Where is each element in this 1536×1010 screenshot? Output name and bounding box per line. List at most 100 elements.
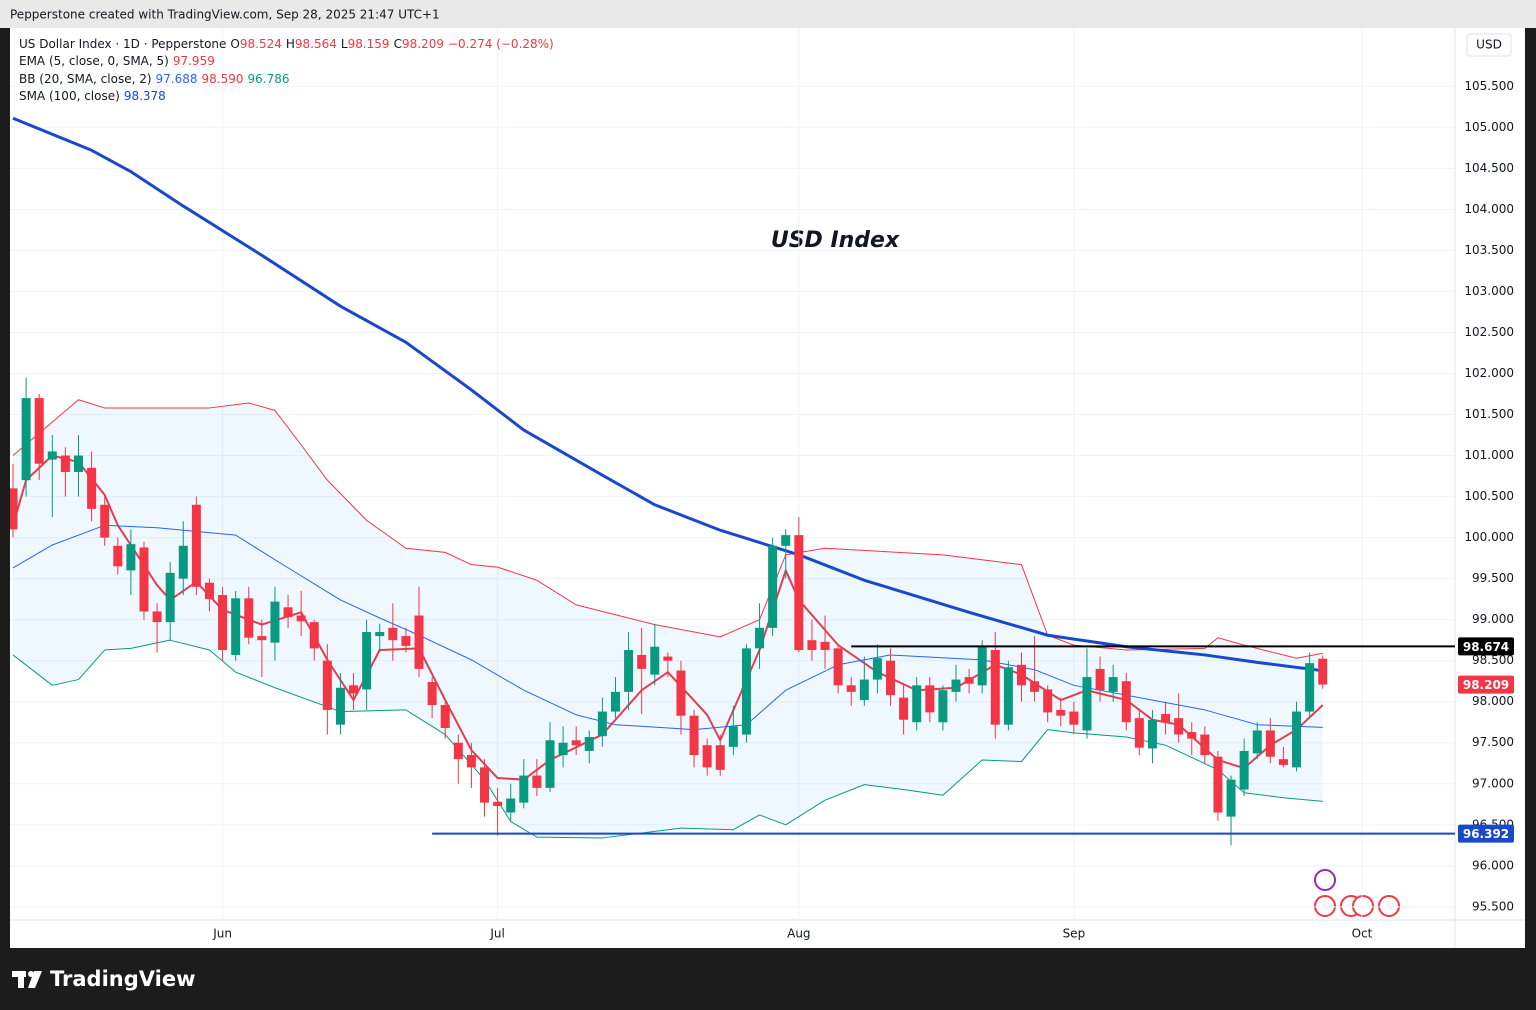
event-icon xyxy=(1352,895,1374,917)
indicator-line xyxy=(12,399,1323,659)
candle-body xyxy=(1016,664,1026,686)
ohlc-value: 98.564 xyxy=(294,37,337,51)
candle-body xyxy=(545,740,555,788)
x-tick-label: Aug xyxy=(787,927,810,941)
candle-body xyxy=(820,641,830,651)
candle-body xyxy=(1043,689,1053,713)
y-tick-label: 97.000 xyxy=(1472,776,1514,790)
candle-body xyxy=(466,755,476,768)
y-tick-label: 98.500 xyxy=(1472,653,1514,667)
candle-body xyxy=(1213,756,1223,813)
candle-body xyxy=(375,631,385,637)
candle-body xyxy=(60,455,70,472)
candle-body xyxy=(807,640,817,651)
candle-body xyxy=(977,646,987,686)
candle-body xyxy=(650,646,660,675)
candle-body xyxy=(126,544,136,571)
candle-body xyxy=(453,742,463,760)
chart-title: USD Index xyxy=(771,228,900,253)
legend-row: BB (20, SMA, close, 2) 97.688 98.590 96.786 xyxy=(19,71,558,88)
y-tick-label: 105.500 xyxy=(1464,79,1514,93)
candle-body xyxy=(899,697,909,720)
candle-body xyxy=(1161,714,1171,723)
candle-body xyxy=(440,705,450,728)
y-tick-label: 100.000 xyxy=(1464,530,1514,544)
footer-logo: TradingView xyxy=(50,967,195,991)
currency-box xyxy=(1466,33,1512,57)
ohlc-value: 98.209 xyxy=(401,37,444,51)
y-tick-label: 103.000 xyxy=(1464,284,1514,298)
candle-body xyxy=(833,648,843,686)
ohlc-prefix: H xyxy=(285,37,295,51)
candle-body xyxy=(519,775,529,803)
y-tick-label: 101.500 xyxy=(1464,407,1514,421)
candle-body xyxy=(859,679,869,701)
candle-body xyxy=(401,636,411,646)
candle-body xyxy=(964,677,974,684)
event-icon xyxy=(1314,895,1336,917)
ohlc-prefix: O xyxy=(230,37,240,51)
y-tick-label: 104.500 xyxy=(1464,161,1514,175)
candle-body xyxy=(1147,719,1157,749)
logo-part xyxy=(18,971,24,988)
candle-body xyxy=(218,595,228,651)
header: Pepperstone created with TradingView.com… xyxy=(10,8,440,22)
currency: USD xyxy=(1476,38,1502,52)
event-icons xyxy=(1314,869,1400,917)
candle-body xyxy=(1056,709,1066,716)
candle-body xyxy=(21,398,31,481)
candle-body xyxy=(244,598,254,638)
candle-body xyxy=(34,398,44,464)
candle-body xyxy=(349,685,359,694)
ohlc-value: 98.524 xyxy=(239,37,282,51)
price-label: 98.674 xyxy=(1463,640,1509,654)
candle-body xyxy=(1265,730,1275,757)
legend-row: EMA (5, close, 0, SMA, 5) 97.959 xyxy=(19,53,558,70)
indicator-line xyxy=(12,524,1323,731)
candle-body xyxy=(637,654,647,669)
indicator-name: EMA (5, close, 0, SMA, 5) xyxy=(19,54,169,69)
candle-body xyxy=(558,742,568,756)
candle-body xyxy=(781,535,791,546)
candle-body xyxy=(532,775,542,788)
indicator-readout: 97.688 xyxy=(155,71,198,86)
candle-body xyxy=(755,627,765,649)
candle-body xyxy=(178,545,188,579)
candle-body xyxy=(741,648,751,735)
candle-body xyxy=(702,745,712,768)
y-tick-label: 104.000 xyxy=(1464,202,1514,216)
legend-row: US Dollar Index · 1D · Pepperstone O98.52… xyxy=(19,36,558,53)
y-tick-label: 95.500 xyxy=(1472,899,1514,913)
chart-area xyxy=(10,28,1525,948)
candle-body xyxy=(990,650,1000,725)
indicator-line xyxy=(12,116,1323,673)
y-tick-label: 103.500 xyxy=(1464,243,1514,257)
candle-body xyxy=(938,690,948,723)
candle-body xyxy=(1226,779,1236,817)
candle-body xyxy=(87,467,97,509)
candle-body xyxy=(1003,667,1013,725)
legend: US Dollar Index · 1D · Pepperstone O98.52… xyxy=(19,36,558,106)
candle-body xyxy=(846,685,856,692)
candle-body xyxy=(165,572,175,623)
candle-body xyxy=(728,726,738,747)
price-label-box xyxy=(1458,675,1514,694)
candle-body xyxy=(1187,732,1197,739)
x-tick-label: Jul xyxy=(489,927,504,941)
candle-body xyxy=(427,682,437,706)
candle-body xyxy=(597,711,607,737)
candle-body xyxy=(139,547,149,612)
candle-body xyxy=(1252,730,1262,754)
candle-body xyxy=(571,740,581,746)
candle-body xyxy=(676,670,686,716)
candle-body xyxy=(1095,668,1105,691)
candle-body xyxy=(270,601,280,643)
change-value: −0.274 (−0.28%) xyxy=(447,37,554,51)
top-strip xyxy=(0,0,1536,28)
candle-body xyxy=(768,545,778,628)
candle-body xyxy=(912,685,922,723)
candle-body xyxy=(113,545,123,567)
legend-row: SMA (100, close) 98.378 xyxy=(19,88,558,105)
candle-body xyxy=(624,650,634,692)
